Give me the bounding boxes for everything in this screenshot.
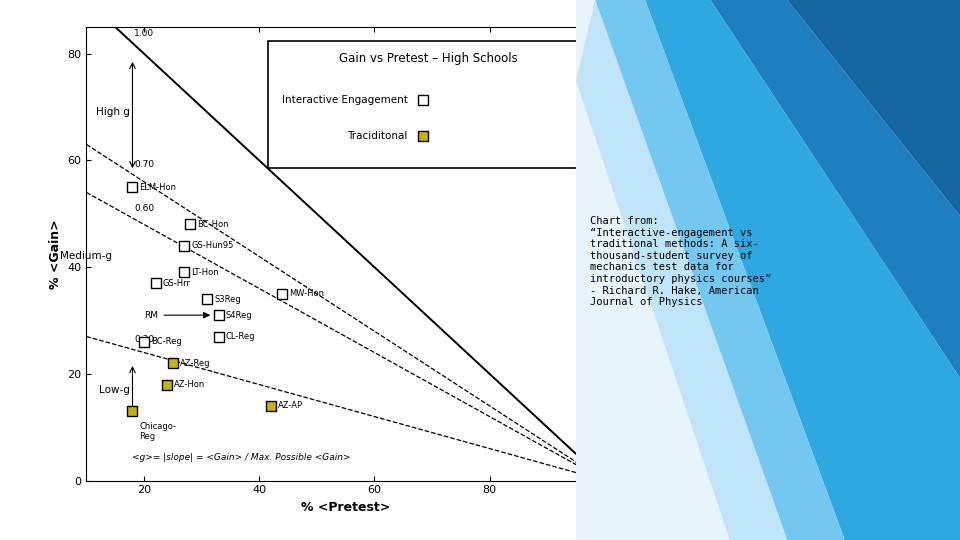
Polygon shape xyxy=(787,0,960,216)
Text: MW-Hon: MW-Hon xyxy=(289,289,324,298)
Text: Gain vs Pretest – High Schools: Gain vs Pretest – High Schools xyxy=(339,52,517,65)
Text: 0.70: 0.70 xyxy=(134,160,155,169)
Text: 1.00: 1.00 xyxy=(134,29,155,38)
Text: AZ-AP: AZ-AP xyxy=(277,401,302,410)
Text: GS-Hrr: GS-Hrr xyxy=(162,279,190,288)
Text: 0.30: 0.30 xyxy=(134,335,155,344)
Text: AZ-Reg: AZ-Reg xyxy=(180,359,210,368)
Text: GS-Hun95: GS-Hun95 xyxy=(191,241,233,251)
Text: BC-Hon: BC-Hon xyxy=(197,220,228,229)
Text: 0.60: 0.60 xyxy=(134,204,155,213)
Text: S4Reg: S4Reg xyxy=(226,310,252,320)
Text: Low-g: Low-g xyxy=(99,385,130,395)
Text: S3Reg: S3Reg xyxy=(214,295,241,303)
FancyBboxPatch shape xyxy=(268,40,589,167)
Text: Traciditonal: Traciditonal xyxy=(348,131,408,141)
Polygon shape xyxy=(645,0,960,540)
Text: LT-Hon: LT-Hon xyxy=(191,268,219,277)
Polygon shape xyxy=(576,0,787,540)
Polygon shape xyxy=(595,0,845,540)
Polygon shape xyxy=(710,0,960,378)
Text: Chart from:
“Interactive-engagement vs
traditional methods: A six-
thousand-stud: Chart from: “Interactive-engagement vs t… xyxy=(590,216,772,307)
Text: Medium-g: Medium-g xyxy=(60,252,112,261)
Text: RM: RM xyxy=(144,310,158,320)
Text: High g: High g xyxy=(96,107,130,117)
Text: Interactive Engagement: Interactive Engagement xyxy=(282,94,408,105)
Polygon shape xyxy=(576,81,730,540)
Text: ELM-Hon: ELM-Hon xyxy=(139,183,177,192)
Text: BC-Reg: BC-Reg xyxy=(151,338,181,346)
Text: <g>= |slope| = <Gain> / Max. Possible <Gain>: <g>= |slope| = <Gain> / Max. Possible <G… xyxy=(132,453,351,462)
Y-axis label: % <Gain>: % <Gain> xyxy=(49,219,61,288)
X-axis label: % <Pretest>: % <Pretest> xyxy=(301,501,390,514)
Text: CL-Reg: CL-Reg xyxy=(226,332,255,341)
Text: Chicago-
Reg: Chicago- Reg xyxy=(139,422,177,441)
Text: AZ-Hon: AZ-Hon xyxy=(174,380,205,389)
